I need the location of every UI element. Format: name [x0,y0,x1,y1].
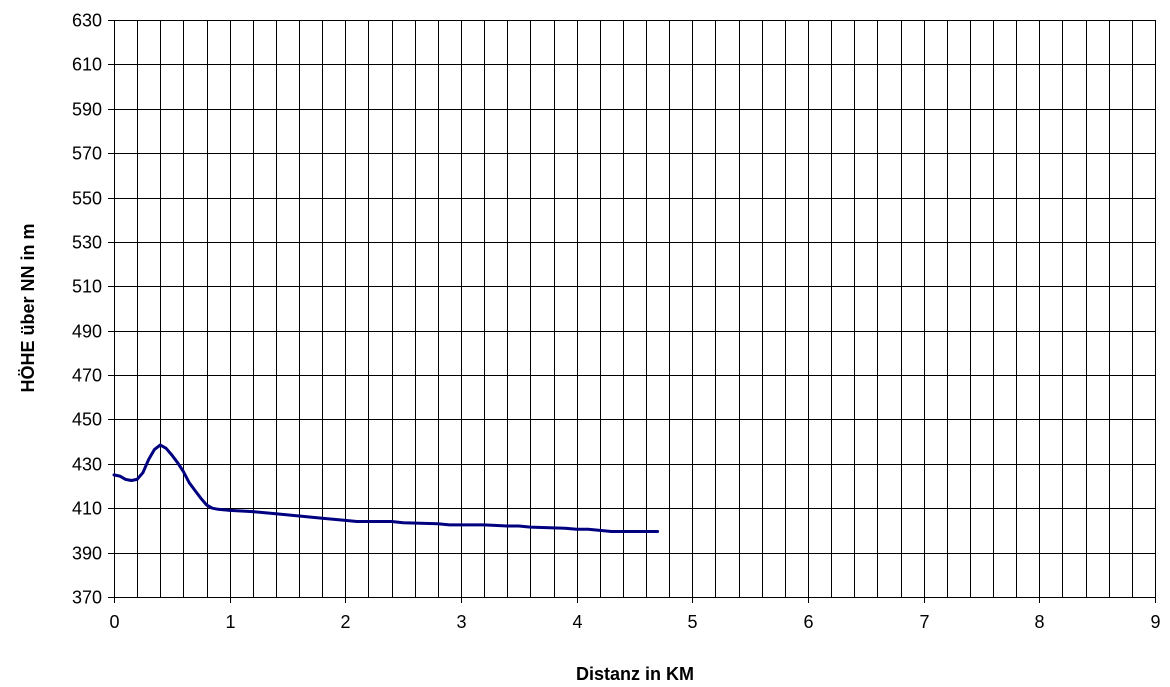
y-tick-label: 490 [72,322,102,342]
y-tick-label: 610 [72,55,102,75]
x-tick-label: 2 [340,612,350,632]
x-tick-label: 3 [456,612,466,632]
series-layer [112,443,660,533]
elevation-series-line [112,443,660,533]
x-axis-title: Distanz in KM [576,664,694,684]
x-tick-label: 6 [803,612,813,632]
y-tick-label: 450 [72,410,102,430]
y-tick-label: 470 [72,366,102,386]
tick-labels: 3703904104304504704905105305505705906106… [72,11,1161,633]
y-tick-label: 510 [72,277,102,297]
y-tick-label: 430 [72,455,102,475]
y-tick-label: 410 [72,499,102,519]
y-tick-label: 630 [72,11,102,31]
x-tick-label: 7 [919,612,929,632]
x-tick-label: 9 [1150,612,1160,632]
y-tick-label: 570 [72,144,102,164]
y-tick-label: 390 [72,544,102,564]
x-tick-label: 8 [1034,612,1044,632]
y-tick-label: 550 [72,189,102,209]
x-tick-label: 5 [687,612,697,632]
x-tick-label: 1 [225,612,235,632]
y-axis-title: HÖHE über NN in m [18,223,38,392]
grid [108,20,1156,603]
y-tick-label: 530 [72,233,102,253]
x-tick-label: 0 [109,612,119,632]
x-tick-label: 4 [572,612,582,632]
y-tick-label: 370 [72,588,102,608]
y-tick-label: 590 [72,100,102,120]
